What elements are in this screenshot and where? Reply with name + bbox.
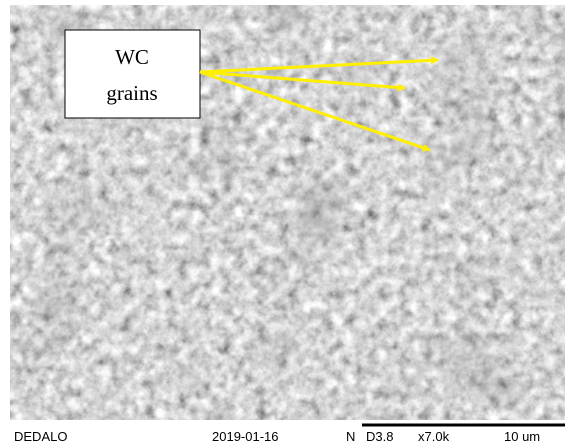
footer-text: x7.0k — [418, 429, 450, 444]
micrograph-figure: WC grains DEDALO 2019-01-16 N D3.8 x7.0k… — [0, 0, 571, 448]
label-text: grains — [106, 81, 157, 105]
footer-text: DEDALO — [14, 429, 67, 444]
label-text: WC — [115, 45, 149, 69]
footer-text: 2019-01-16 — [212, 429, 279, 444]
footer-text: D3.8 — [366, 429, 393, 444]
figure-canvas: WC grains DEDALO 2019-01-16 N D3.8 x7.0k… — [0, 0, 571, 448]
footer-text: 10 um — [504, 429, 540, 444]
footer-text: N — [346, 429, 355, 444]
